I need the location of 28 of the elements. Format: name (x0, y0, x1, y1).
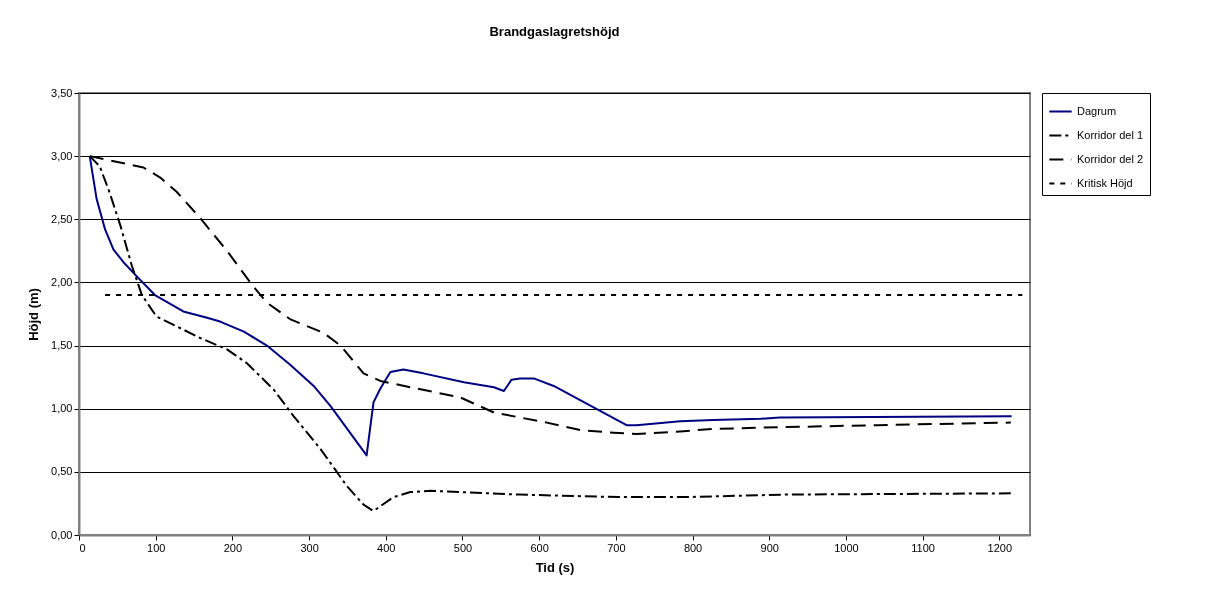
legend-label: Dagrum (1077, 104, 1117, 117)
y-axis-title: Höjd (m) (26, 288, 42, 341)
x-tick-label: 300 (300, 541, 319, 554)
y-tick-label: 2,00 (51, 275, 73, 288)
y-tick-label: 3,50 (51, 86, 73, 99)
x-tick-label: 1000 (834, 541, 859, 554)
chart-title: Brandgaslagretshöjd (489, 24, 620, 39)
x-tick-label: 200 (223, 541, 243, 554)
x-tick-label: 800 (683, 541, 703, 554)
x-tick-label: 900 (760, 541, 779, 554)
x-tick-label: 700 (607, 541, 626, 554)
x-tick-label: 0 (79, 541, 86, 554)
x-tick-label: 600 (530, 541, 549, 554)
x-tick-label: 1200 (987, 541, 1013, 554)
x-tick-label: 400 (377, 541, 396, 554)
y-tick-label: 3,00 (51, 149, 73, 162)
legend-label: Korridor del 1 (1077, 128, 1144, 141)
x-tick-label: 500 (453, 541, 473, 554)
y-tick-label: 1,00 (51, 402, 73, 415)
legend-label: Korridor del 2 (1077, 152, 1144, 165)
y-tick-label: 1,50 (51, 339, 73, 352)
y-tick-label: 0,00 (51, 528, 73, 541)
x-tick-label: 100 (147, 541, 166, 554)
x-tick-label: 1100 (911, 541, 935, 554)
x-axis-title: Tid (s) (535, 559, 575, 575)
y-tick-label: 0,50 (51, 465, 73, 478)
legend-label: Kritisk Höjd (1077, 176, 1133, 189)
y-tick-label: 2,50 (51, 212, 73, 225)
